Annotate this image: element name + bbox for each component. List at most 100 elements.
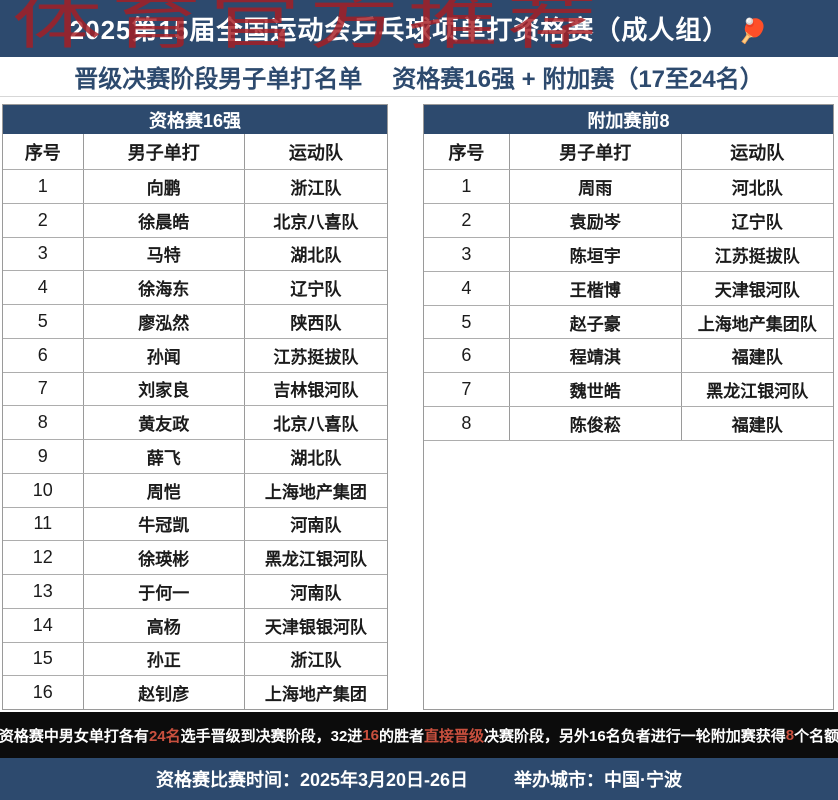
player-name-cell: 赵钊彦 <box>84 676 245 709</box>
row-number-cell: 10 <box>3 473 84 507</box>
team-name-cell: 福建队 <box>731 348 783 368</box>
player-name-cell: 袁励岑 <box>510 203 682 237</box>
team-name-cell: 湖北队 <box>290 448 342 468</box>
table-row: 9 薛飞 湖北队 <box>3 439 387 473</box>
team-name-cell: 北京八喜队 <box>273 212 359 232</box>
row-number-cell: 4 <box>424 271 510 305</box>
subheader-stage-label: 资格赛16强 + 附加赛（17至24名） <box>392 66 764 93</box>
table-row: 12 徐瑛彬 黑龙江银河队 <box>3 540 387 574</box>
player-name-cell: 马特 <box>84 237 245 271</box>
table-row: 15 孙正 浙江队 <box>3 641 387 676</box>
team-name-cell: 福建队 <box>731 416 783 436</box>
qualification-top16-table: 资格赛16强 序号 男子单打 运动队 1 向鹏 浙江队 2 徐晨皓 北京八喜队 3 马特 湖北队 4 徐海东… <box>2 104 388 710</box>
row-number-cell: 5 <box>424 305 510 339</box>
row-number-cell: 2 <box>3 203 84 237</box>
team-name-cell: 黑龙江银河队 <box>706 382 809 402</box>
row-number-cell: 9 <box>3 440 84 473</box>
row-number-cell: 3 <box>424 237 510 271</box>
team-name-cell: 上海地产集团队 <box>697 314 817 334</box>
player-name-cell: 牛冠凯 <box>84 507 245 541</box>
team-name-cell: 河南队 <box>290 583 342 603</box>
player-name-cell: 魏世皓 <box>510 373 682 407</box>
team-name-cell: 湖北队 <box>290 246 342 266</box>
player-name-cell: 孙正 <box>84 642 245 676</box>
column-header: 男子单打 <box>510 134 682 169</box>
playoff-top8-table: 附加赛前8 序号 男子单打 运动队 1 周雨 河北队 2 袁励岑 辽宁队 3 陈垣宇 江苏挺拔队 4 王楷博… <box>423 104 834 710</box>
column-header: 男子单打 <box>84 134 245 169</box>
column-header: 序号 <box>424 134 510 169</box>
row-number-cell: 7 <box>3 372 84 406</box>
player-name-cell: 周恺 <box>84 473 245 507</box>
row-number-cell: 14 <box>3 608 84 642</box>
note-text: 选手晋级到决赛阶段，32进 <box>180 727 363 745</box>
table-header-row: 序号 男子单打 运动队 <box>3 134 387 169</box>
team-name-cell: 天津银银河队 <box>264 617 367 637</box>
player-name-cell: 薛飞 <box>84 440 245 473</box>
player-name-cell: 程靖淇 <box>510 339 682 373</box>
table-row: 1 周雨 河北队 <box>424 169 833 203</box>
table-row: 2 徐晨皓 北京八喜队 <box>3 202 387 237</box>
subheader-bar: 晋级决赛阶段男子单打名单 资格赛16强 + 附加赛（17至24名） <box>0 57 838 97</box>
player-name-cell: 徐瑛彬 <box>84 541 245 574</box>
table-row: 7 刘家良 吉林银河队 <box>3 371 387 406</box>
table-row: 8 陈俊菘 福建队 <box>424 406 833 441</box>
row-number-cell: 4 <box>3 271 84 304</box>
team-name-cell: 河南队 <box>290 516 342 536</box>
team-name-cell: 北京八喜队 <box>273 415 359 435</box>
subheader-list-label: 晋级决赛阶段男子单打名单 <box>74 66 363 93</box>
table-title-band: 附加赛前8 <box>424 105 833 134</box>
table-row: 3 马特 湖北队 <box>3 236 387 271</box>
row-number-cell: 5 <box>3 305 84 338</box>
table-row: 5 赵子豪 上海地产集团队 <box>424 304 833 339</box>
table-row: 6 程靖淇 福建队 <box>424 338 833 373</box>
team-name-cell: 浙江队 <box>290 651 342 671</box>
team-name-cell: 河北队 <box>731 178 783 198</box>
note-text: 资格赛中男女单打各有 <box>0 727 149 745</box>
row-number-cell: 2 <box>424 203 510 237</box>
note-highlight-text: 直接晋级 <box>424 727 485 745</box>
table-row: 11 牛冠凯 河南队 <box>3 506 387 541</box>
note-text: 决赛阶段，另外16名负者进行一轮附加赛获得 <box>484 727 786 745</box>
player-name-cell: 于何一 <box>84 575 245 608</box>
team-name-cell: 陕西队 <box>290 313 342 333</box>
player-name-cell: 徐晨皓 <box>84 203 245 237</box>
row-number-cell: 8 <box>3 406 84 439</box>
page-title: 2025第15届全国运动会乒乓球项单打资格赛（成人组） 🏓 <box>70 10 769 47</box>
table-row: 14 高杨 天津银银河队 <box>3 607 387 642</box>
player-name-cell: 孙闻 <box>84 338 245 372</box>
player-name-cell: 陈垣宇 <box>510 237 682 271</box>
player-name-cell: 陈俊菘 <box>510 407 682 441</box>
row-number-cell: 8 <box>424 407 510 441</box>
row-number-cell: 12 <box>3 541 84 574</box>
note-highlight-text: 24名 <box>148 727 181 745</box>
column-header: 序号 <box>3 134 84 169</box>
player-name-cell: 徐海东 <box>84 271 245 304</box>
note-highlight-text: 8 <box>785 726 795 744</box>
player-name-cell: 高杨 <box>84 608 245 642</box>
player-name-cell: 黄友政 <box>84 406 245 439</box>
row-number-cell: 16 <box>3 676 84 709</box>
table-row: 10 周恺 上海地产集团 <box>3 472 387 507</box>
table-row: 1 向鹏 浙江队 <box>3 169 387 203</box>
table-row: 2 袁励岑 辽宁队 <box>424 202 833 237</box>
empty-table-area <box>424 440 833 709</box>
table-row: 16 赵钊彦 上海地产集团 <box>3 675 387 709</box>
column-header: 运动队 <box>730 142 785 163</box>
note-highlight-text: 16 <box>362 726 379 744</box>
match-time-label: 资格赛比赛时间：2025年3月20日-26日 <box>155 770 469 790</box>
row-number-cell: 1 <box>424 170 510 203</box>
row-number-cell: 13 <box>3 575 84 608</box>
rules-note: 资格赛中男女单打各有 24名 选手晋级到决赛阶段，32进 16 的胜者 直接晋级 决赛阶段，… <box>0 712 838 758</box>
team-name-cell: 上海地产集团 <box>264 685 367 705</box>
team-name-cell: 辽宁队 <box>731 212 783 232</box>
table-row: 8 黄友政 北京八喜队 <box>3 405 387 439</box>
player-name-cell: 周雨 <box>510 170 682 203</box>
row-number-cell: 3 <box>3 237 84 271</box>
table-row: 4 徐海东 辽宁队 <box>3 270 387 304</box>
table-row: 3 陈垣宇 江苏挺拔队 <box>424 236 833 271</box>
column-header: 运动队 <box>288 142 343 163</box>
player-name-cell: 刘家良 <box>84 372 245 406</box>
row-number-cell: 11 <box>3 507 84 541</box>
table-row: 5 廖泓然 陕西队 <box>3 304 387 338</box>
